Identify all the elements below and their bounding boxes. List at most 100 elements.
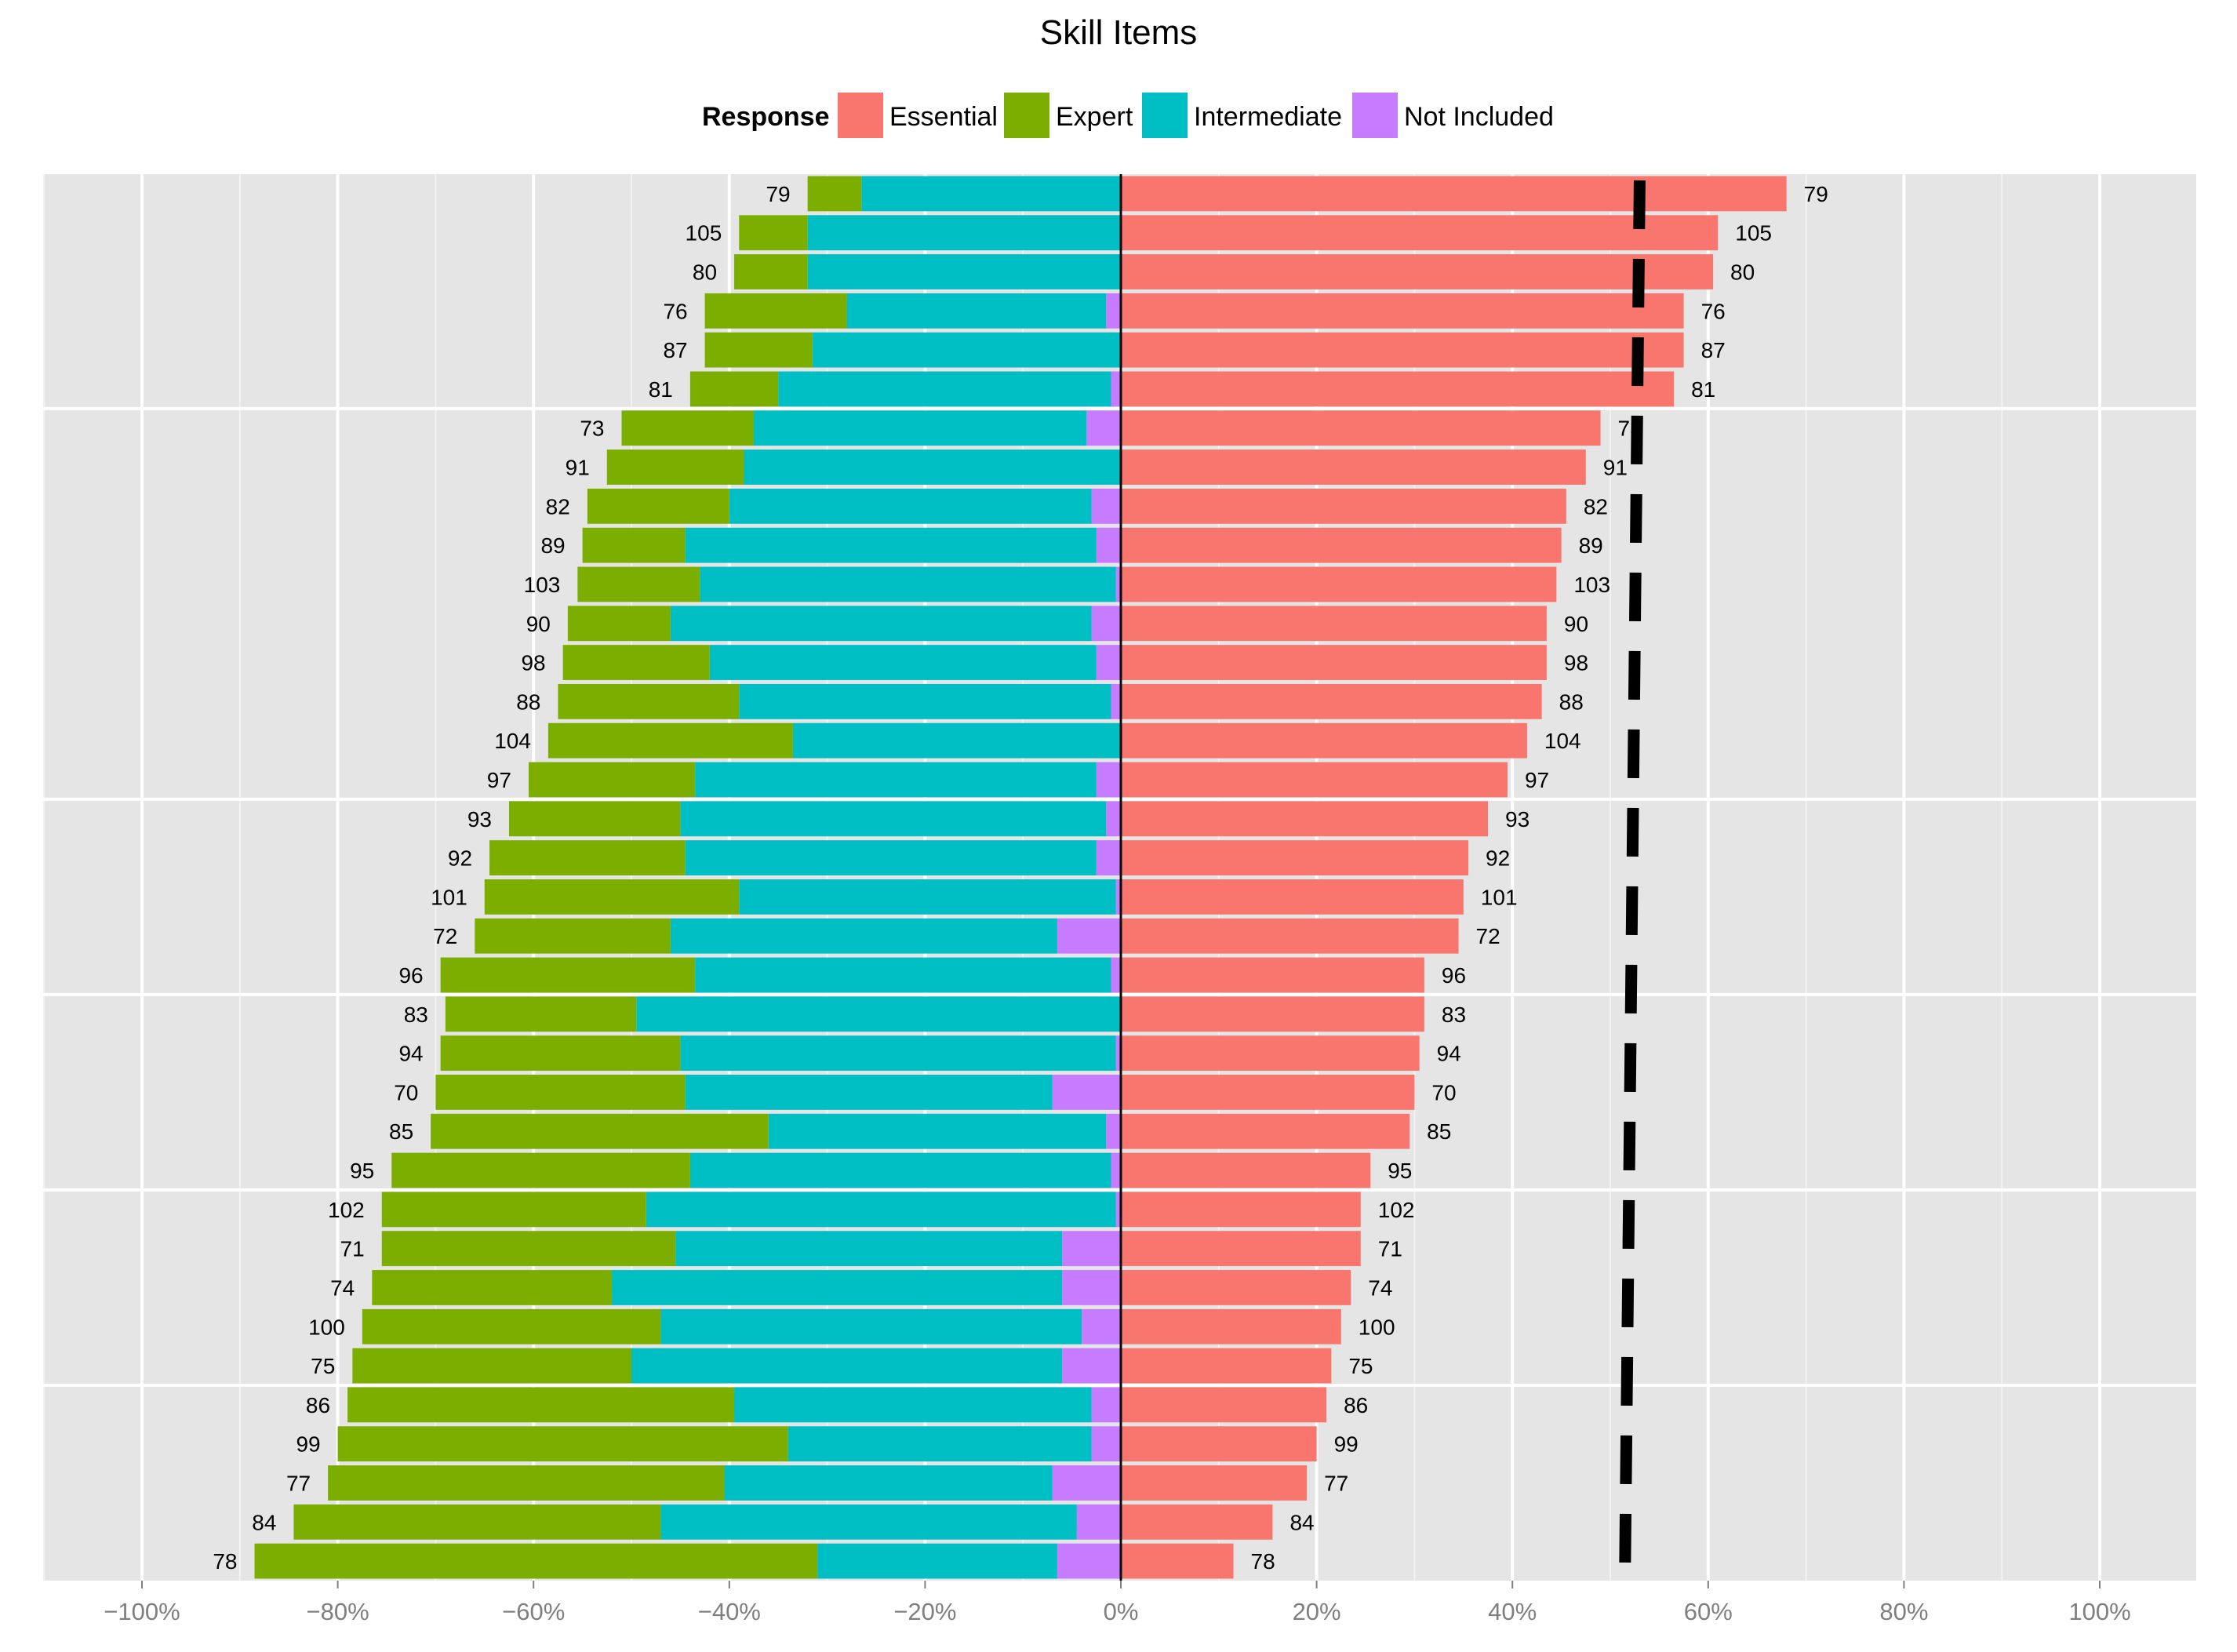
x-tick-label: −20% (893, 1598, 956, 1625)
bar-not-included (1062, 1231, 1121, 1267)
bar-not-included (1115, 566, 1121, 602)
data-label-left: 85 (389, 1119, 413, 1144)
bar-intermediate (695, 762, 1097, 798)
bar-not-included (1052, 1075, 1121, 1110)
data-label-right: 82 (1584, 494, 1608, 519)
bar-essential (1121, 1465, 1308, 1501)
bar-expert (372, 1270, 613, 1305)
bar-not-included (1096, 840, 1121, 876)
data-label-left: 81 (649, 377, 673, 402)
bar-essential (1121, 606, 1547, 642)
data-label-left: 73 (580, 417, 604, 441)
legend-swatch-intermediate (1142, 93, 1188, 138)
bar-expert (347, 1387, 735, 1423)
bar-essential (1121, 957, 1424, 993)
x-tick-label: 80% (1879, 1598, 1928, 1625)
data-label-right: 94 (1437, 1042, 1461, 1066)
data-label-left: 75 (311, 1354, 335, 1378)
bar-expert (489, 840, 686, 876)
data-label-right: 90 (1564, 612, 1588, 636)
bar-not-included (1086, 410, 1121, 446)
data-label-left: 93 (467, 807, 492, 831)
data-label-right: 71 (1378, 1237, 1402, 1261)
data-labels: 7979105105808076768787818173739191828289… (213, 182, 1828, 1574)
bar-intermediate (709, 645, 1097, 680)
x-tick-label: 100% (2068, 1598, 2130, 1625)
bar-essential (1121, 879, 1464, 915)
bar-expert (689, 371, 779, 407)
bar-intermediate (660, 1504, 1077, 1540)
bar-expert (734, 254, 808, 289)
data-label-left: 79 (766, 182, 790, 206)
bar-essential (1121, 1387, 1327, 1423)
bar-essential (1121, 176, 1787, 212)
bar-expert (704, 332, 813, 368)
data-label-left: 76 (663, 299, 687, 323)
data-label-left: 84 (252, 1510, 276, 1534)
x-tick-label: −80% (307, 1598, 369, 1625)
bar-intermediate (680, 1035, 1116, 1072)
bar-not-included (1115, 879, 1121, 915)
bar-intermediate (685, 1075, 1053, 1110)
bar-expert (362, 1308, 661, 1345)
legend-label-intermediate: Intermediate (1194, 102, 1342, 132)
bar-not-included (1115, 1192, 1121, 1228)
data-label-right: 85 (1427, 1119, 1451, 1144)
data-label-left: 97 (487, 768, 511, 792)
bar-essential (1121, 996, 1424, 1032)
bar-not-included (1062, 1270, 1121, 1305)
bar-expert (352, 1348, 631, 1384)
data-label-right: 105 (1735, 221, 1772, 246)
bar-not-included (1076, 1504, 1121, 1540)
bar-expert (606, 449, 744, 485)
bar-essential (1121, 918, 1459, 954)
bar-intermediate (817, 1543, 1057, 1579)
data-label-right: 81 (1691, 377, 1715, 402)
bar-not-included (1062, 1348, 1121, 1384)
x-tick-label: −40% (698, 1598, 761, 1625)
legend: Response Essential Expert Intermediate Not … (702, 93, 1554, 138)
data-label-left: 78 (213, 1549, 237, 1574)
bar-essential (1121, 293, 1684, 329)
data-label-left: 103 (524, 573, 561, 597)
bar-not-included (1091, 1426, 1121, 1462)
bar-intermediate (689, 1152, 1111, 1188)
bar-expert (328, 1465, 725, 1501)
data-label-right: 95 (1388, 1159, 1412, 1183)
bar-intermediate (792, 722, 1121, 759)
bar-expert (293, 1504, 661, 1540)
data-label-left: 95 (350, 1159, 374, 1183)
bar-essential (1121, 1270, 1351, 1305)
bar-expert (475, 918, 671, 954)
legend-title: Response (702, 102, 830, 132)
bar-expert (440, 957, 696, 993)
bar-expert (562, 645, 710, 680)
data-label-left: 105 (686, 221, 722, 246)
bar-not-included (1091, 1387, 1121, 1423)
data-label-right: 73 (1618, 417, 1642, 441)
data-label-right: 70 (1431, 1080, 1456, 1104)
data-label-right: 75 (1348, 1354, 1373, 1378)
bar-intermediate (660, 1308, 1082, 1345)
x-tick-label: −60% (502, 1598, 565, 1625)
bar-essential (1121, 254, 1714, 289)
data-label-right: 76 (1701, 299, 1726, 323)
bar-essential (1121, 566, 1557, 602)
data-label-right: 91 (1603, 456, 1628, 480)
bar-essential (1121, 1543, 1234, 1579)
bar-essential (1121, 1075, 1415, 1110)
bar-intermediate (807, 254, 1121, 289)
data-label-left: 77 (286, 1471, 311, 1495)
bar-expert (547, 722, 793, 759)
bar-expert (739, 215, 808, 251)
bars (254, 174, 1787, 1581)
bar-essential (1121, 1152, 1371, 1188)
bar-intermediate (724, 1465, 1053, 1501)
bar-intermediate (695, 957, 1111, 993)
bar-intermediate (754, 410, 1087, 446)
x-tick-label: −100% (104, 1598, 180, 1625)
data-label-left: 72 (433, 924, 457, 948)
bar-essential (1121, 1192, 1361, 1228)
bar-essential (1121, 683, 1542, 719)
data-label-left: 101 (431, 885, 467, 909)
